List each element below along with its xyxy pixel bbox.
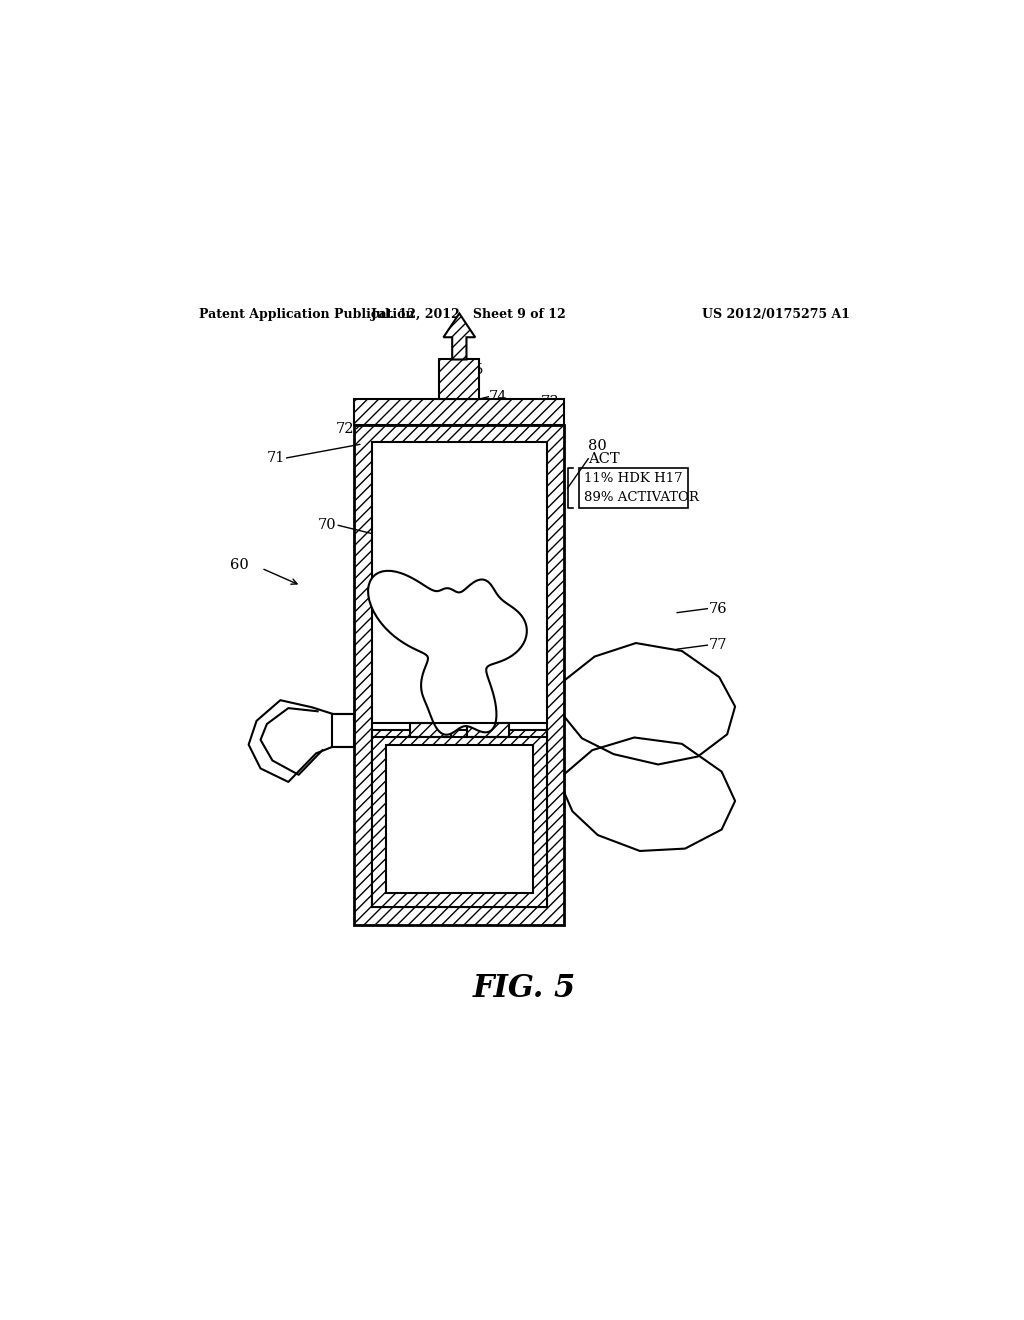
Text: 11% HDK H17: 11% HDK H17 (584, 473, 682, 486)
Polygon shape (443, 313, 475, 359)
Text: 76: 76 (709, 602, 727, 615)
Text: 60: 60 (229, 558, 249, 572)
Text: Jul. 12, 2012   Sheet 9 of 12: Jul. 12, 2012 Sheet 9 of 12 (372, 308, 567, 321)
Bar (354, 399, 564, 425)
Text: ACT: ACT (588, 451, 620, 466)
Bar (372, 442, 547, 907)
Text: 77: 77 (709, 638, 727, 652)
Bar (354, 425, 564, 924)
Text: 71: 71 (267, 451, 285, 465)
Text: 74: 74 (489, 389, 508, 404)
Bar (467, 723, 509, 738)
Bar (372, 442, 547, 907)
Text: 75: 75 (465, 363, 483, 376)
Bar (411, 723, 452, 738)
Bar (439, 359, 479, 399)
Bar (579, 469, 688, 508)
Text: Patent Application Publication: Patent Application Publication (200, 308, 415, 321)
Bar (332, 714, 354, 747)
Text: 73: 73 (541, 395, 559, 409)
Text: US 2012/0175275 A1: US 2012/0175275 A1 (702, 308, 850, 321)
Bar (386, 744, 532, 892)
Text: 89% ACTIVATOR: 89% ACTIVATOR (584, 491, 698, 504)
Text: FIG. 5: FIG. 5 (473, 973, 577, 1003)
Bar (386, 744, 532, 892)
Bar (372, 730, 547, 907)
Text: 90: 90 (507, 759, 526, 772)
Text: 80: 80 (588, 440, 607, 453)
Text: 72: 72 (336, 421, 354, 436)
Text: 70: 70 (317, 519, 336, 532)
Polygon shape (368, 570, 526, 735)
